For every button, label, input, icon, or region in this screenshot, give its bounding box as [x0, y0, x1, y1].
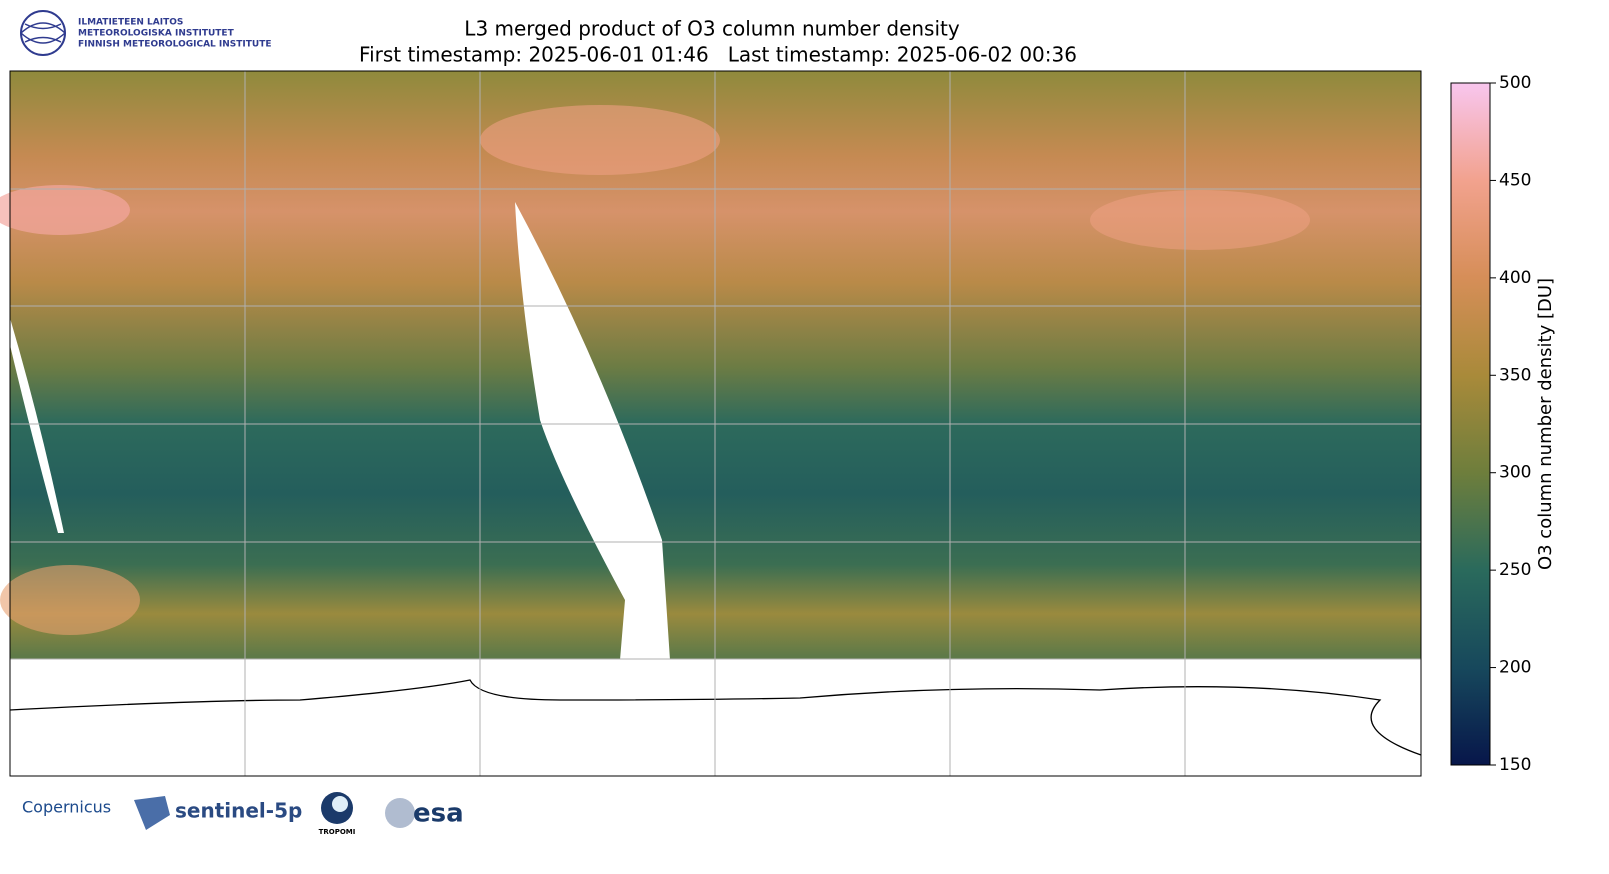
logo-tropomi: TROPOMI: [319, 828, 356, 836]
colorbar-tick-label: 200: [1499, 658, 1531, 678]
colorbar-label: O3 column number density [DU]: [1535, 278, 1556, 570]
ozone-high: [0, 565, 140, 635]
logo-copernicus: Copernicus: [22, 798, 111, 817]
no-data-swath: [515, 202, 670, 660]
logo-icon: [332, 796, 348, 812]
no-data-swath: [10, 318, 64, 533]
logo-sentinel: sentinel-5p: [175, 799, 302, 823]
logo-text: METEOROLOGISKA INSTITUTET: [78, 29, 235, 39]
colorbar-tick-label: 150: [1499, 755, 1531, 775]
map: [0, 70, 1422, 777]
graticule: [10, 71, 1421, 776]
colorbar-tick-label: 350: [1499, 365, 1531, 385]
map-subtitle: First timestamp: 2025-06-01 01:46 Last t…: [359, 43, 1077, 67]
ozone-high: [1090, 190, 1310, 250]
ozone-high: [0, 185, 130, 235]
logo-text: ILMATIETEEN LAITOS: [78, 18, 183, 28]
map-frame: [9, 70, 1422, 777]
colorbar-tick-label: 400: [1499, 268, 1531, 288]
colorbar-tick-label: 450: [1499, 170, 1531, 190]
logo-text: FINNISH METEOROLOGICAL INSTITUTE: [78, 40, 272, 50]
colorbar-tick-label: 300: [1499, 463, 1531, 483]
coastline: [9, 679, 1422, 756]
ozone-high: [480, 105, 720, 175]
colorbar-tick-label: 500: [1499, 73, 1531, 93]
logo-icon: [134, 796, 170, 830]
logo-icon: [385, 798, 415, 828]
logo-esa: esa: [413, 799, 464, 829]
colorbar: [1450, 82, 1491, 766]
logo-fmi: [20, 10, 66, 56]
colorbar-tick-label: 250: [1499, 560, 1531, 580]
map-title: L3 merged product of O3 column number de…: [464, 17, 960, 41]
